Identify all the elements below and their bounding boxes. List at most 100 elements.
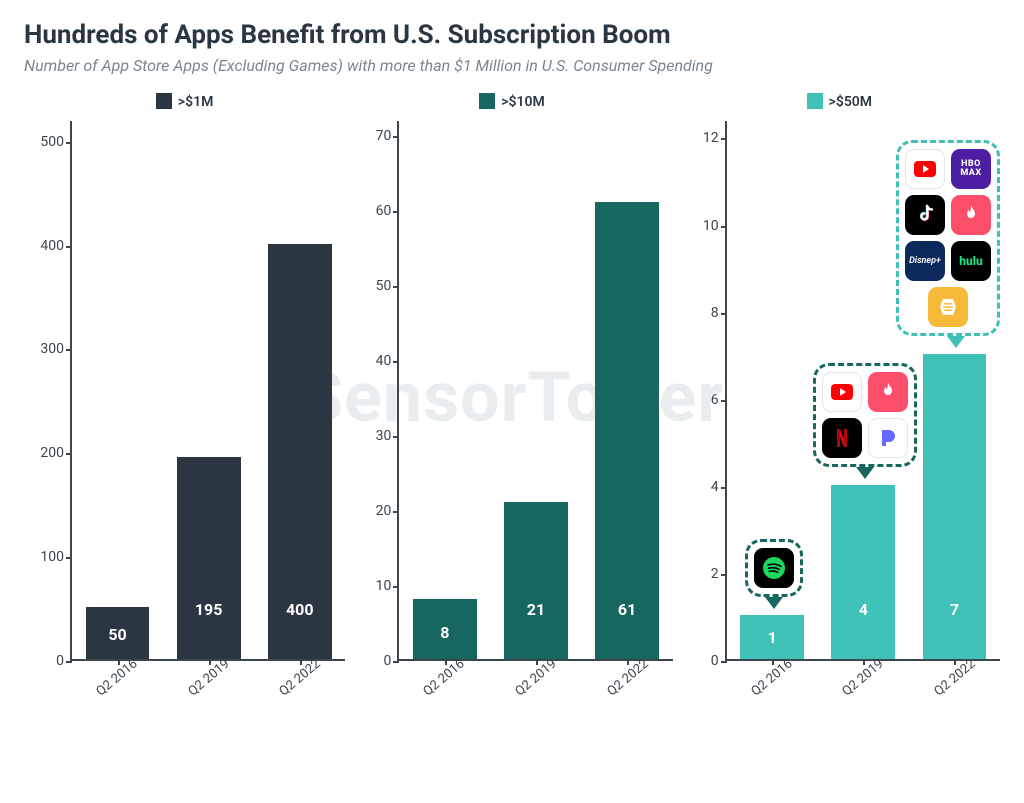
- y-tick-mark: [721, 487, 727, 489]
- app-callout: [745, 539, 803, 597]
- y-tick-mark: [721, 226, 727, 228]
- chart-legend: >$50M: [679, 93, 1000, 117]
- y-tick-label: 100: [40, 549, 64, 565]
- chart-legend: >$1M: [24, 93, 345, 117]
- bar-value-label: 21: [527, 600, 545, 619]
- hbomax-icon: HBOMAX: [951, 149, 991, 189]
- x-tick-label: Q2 2019: [840, 656, 887, 699]
- y-tick-label: 300: [40, 341, 64, 357]
- youtube-icon: [822, 372, 862, 412]
- x-tick-label: Q2 2016: [93, 656, 140, 699]
- app-callout: [813, 363, 917, 467]
- y-tick-label: 20: [376, 503, 392, 519]
- y-tick-mark: [393, 286, 399, 288]
- y-axis: 010203040506070: [351, 121, 397, 661]
- callout-tail: [856, 467, 874, 479]
- x-tick-label: Q2 2022: [932, 656, 979, 699]
- y-tick-label: 10: [376, 578, 392, 594]
- y-tick-mark: [721, 313, 727, 315]
- y-tick-label: 0: [383, 653, 391, 669]
- bar-value-label: 8: [440, 623, 449, 642]
- bar-value-label: 400: [286, 600, 314, 619]
- plot-area: 024681012147HBOMAXDisnep+hulu: [679, 121, 1000, 661]
- y-axis: 024681012: [679, 121, 725, 661]
- plot-area: 010020030040050050195400: [24, 121, 345, 661]
- tiktok-icon: [905, 195, 945, 235]
- y-tick-label: 400: [40, 238, 64, 254]
- y-tick-label: 6: [711, 392, 719, 408]
- charts-row: >$1M010020030040050050195400Q2 2016Q2 20…: [24, 93, 1000, 731]
- bar-value-label: 195: [195, 600, 223, 619]
- bar-value-label: 50: [108, 625, 126, 644]
- page-title: Hundreds of Apps Benefit from U.S. Subsc…: [24, 20, 1000, 50]
- y-tick-mark: [393, 511, 399, 513]
- y-tick-label: 500: [40, 134, 64, 150]
- y-axis: 0100200300400500: [24, 121, 70, 661]
- x-axis: Q2 2016Q2 2019Q2 2022: [70, 661, 345, 731]
- y-tick-label: 200: [40, 445, 64, 461]
- callout-tail: [765, 597, 783, 609]
- x-tick-label: Q2 2019: [185, 656, 232, 699]
- plot: 50 195 400: [70, 121, 345, 661]
- y-tick-label: 30: [376, 428, 392, 444]
- disneyplus-icon: Disnep+: [905, 241, 945, 281]
- legend-swatch: [807, 93, 823, 109]
- y-tick-mark: [393, 136, 399, 138]
- plot-area: 01020304050607082161: [351, 121, 672, 661]
- y-tick-mark: [721, 400, 727, 402]
- bar-value-label: 7: [950, 600, 959, 619]
- plot: 1 4 7 HBOMAX Disnep+hulu: [725, 121, 1000, 661]
- bar: 195: [177, 457, 241, 660]
- legend-swatch: [156, 93, 172, 109]
- y-tick-label: 4: [711, 479, 719, 495]
- bar: 61: [595, 202, 659, 660]
- x-tick-label: Q2 2019: [513, 656, 560, 699]
- y-tick-mark: [393, 436, 399, 438]
- bumble-icon: [928, 287, 968, 327]
- y-tick-mark: [66, 246, 72, 248]
- chart-panel: >$50M024681012147HBOMAXDisnep+huluQ2 201…: [679, 93, 1000, 731]
- y-tick-mark: [66, 557, 72, 559]
- y-tick-label: 0: [56, 653, 64, 669]
- plot: 8 21 61: [397, 121, 672, 661]
- app-callout: HBOMAX Disnep+hulu: [896, 140, 1000, 336]
- bar: 8: [413, 599, 477, 659]
- bar-value-label: 1: [768, 628, 777, 647]
- bar-value-label: 4: [859, 600, 868, 619]
- chart-legend: >$10M: [351, 93, 672, 117]
- y-tick-mark: [393, 586, 399, 588]
- x-axis: Q2 2016Q2 2019Q2 2022: [725, 661, 1000, 731]
- legend-label: >$10M: [501, 94, 545, 110]
- y-tick-mark: [66, 349, 72, 351]
- y-tick-mark: [66, 453, 72, 455]
- legend-label: >$50M: [829, 94, 873, 110]
- bar-value-label: 61: [618, 600, 636, 619]
- x-tick-label: Q2 2016: [421, 656, 468, 699]
- legend-label: >$1M: [178, 94, 214, 110]
- y-tick-mark: [66, 142, 72, 144]
- y-tick-label: 2: [711, 566, 719, 582]
- tinder-icon: [868, 372, 908, 412]
- youtube-icon: [905, 149, 945, 189]
- y-tick-label: 12: [703, 130, 719, 146]
- x-axis: Q2 2016Q2 2019Q2 2022: [397, 661, 672, 731]
- bar: 4: [831, 485, 895, 659]
- x-tick-label: Q2 2022: [604, 656, 651, 699]
- spotify-icon: [754, 548, 794, 588]
- bar: 7: [923, 354, 987, 659]
- pandora-icon: [868, 418, 908, 458]
- chart-panel: >$1M010020030040050050195400Q2 2016Q2 20…: [24, 93, 345, 731]
- y-tick-label: 50: [376, 278, 392, 294]
- netflix-icon: [822, 418, 862, 458]
- y-tick-label: 40: [376, 353, 392, 369]
- tinder-icon: [951, 195, 991, 235]
- bar: 1: [740, 615, 804, 659]
- y-tick-label: 60: [376, 203, 392, 219]
- y-tick-label: 10: [703, 218, 719, 234]
- page-subtitle: Number of App Store Apps (Excluding Game…: [24, 56, 1000, 75]
- y-tick-mark: [721, 574, 727, 576]
- y-tick-mark: [721, 138, 727, 140]
- y-tick-mark: [393, 361, 399, 363]
- hulu-icon: hulu: [951, 241, 991, 281]
- y-tick-label: 70: [376, 128, 392, 144]
